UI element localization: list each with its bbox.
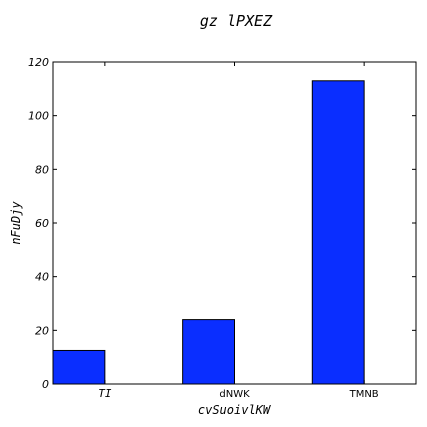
y-tick-label: 40 bbox=[35, 271, 49, 284]
bars-group bbox=[52, 80, 365, 385]
y-tick-label: 120 bbox=[28, 56, 49, 69]
bar-tmnb bbox=[311, 80, 365, 385]
bar-ti bbox=[52, 349, 106, 385]
y-tick-label: 60 bbox=[35, 217, 49, 230]
y-tick-label: 80 bbox=[35, 163, 49, 176]
y-axis-ticks: 0 20 40 60 80 100 120 bbox=[28, 56, 416, 391]
y-tick-label: 0 bbox=[42, 378, 49, 391]
x-axis-ticks: TI dNWK TMNB bbox=[98, 62, 379, 400]
x-tick-label-ti: TI bbox=[98, 387, 112, 400]
bar-dnwk bbox=[182, 319, 235, 385]
x-tick-label-dnwk: dNWK bbox=[219, 389, 250, 400]
chart-title: gz lPXEZ bbox=[200, 12, 273, 30]
y-axis-label: nFuDjy bbox=[9, 201, 23, 245]
y-tick-label: 100 bbox=[28, 110, 49, 123]
y-tick-label: 20 bbox=[35, 324, 49, 337]
x-axis-label: cvSuoivlKW bbox=[198, 403, 272, 417]
x-tick-label-tmnb: TMNB bbox=[349, 389, 379, 400]
